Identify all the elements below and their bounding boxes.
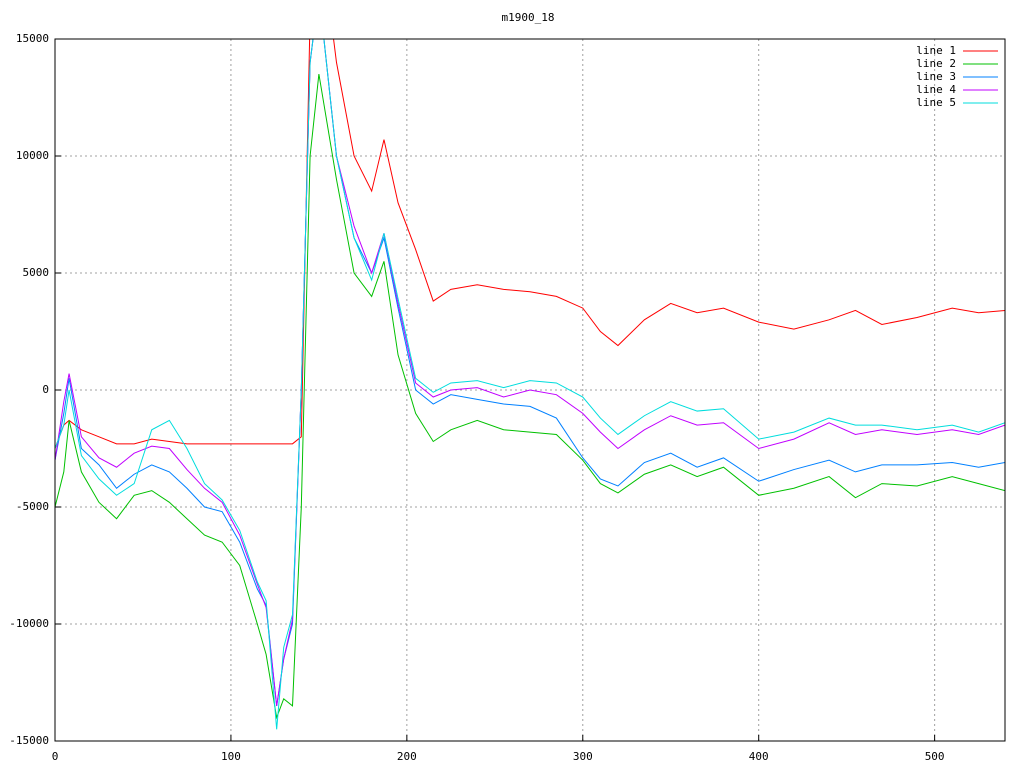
data-line: [55, 39, 1005, 449]
y-tick-label: -15000: [9, 734, 49, 747]
legend-label: line 1: [916, 44, 956, 57]
plot-lines: [55, 39, 1005, 730]
legend-label: line 2: [916, 57, 956, 70]
legend-label: line 3: [916, 70, 956, 83]
legend-label: line 5: [916, 96, 956, 109]
data-line: [55, 39, 1005, 706]
y-tick-label: -5000: [16, 500, 49, 513]
x-tick-label: 500: [925, 750, 945, 763]
y-tick-label: 5000: [23, 266, 50, 279]
y-tick-label: 15000: [16, 32, 49, 45]
data-line: [55, 39, 1005, 730]
data-line: [55, 39, 1005, 706]
chart-title: m1900_18: [502, 11, 555, 24]
y-tick-label: 0: [42, 383, 49, 396]
y-tick-label: 10000: [16, 149, 49, 162]
data-line: [55, 74, 1005, 720]
legend-label: line 4: [916, 83, 956, 96]
x-tick-label: 300: [573, 750, 593, 763]
x-tick-label: 0: [52, 750, 59, 763]
x-tick-label: 100: [221, 750, 241, 763]
y-tick-label: -10000: [9, 617, 49, 630]
x-tick-label: 200: [397, 750, 417, 763]
x-tick-label: 400: [749, 750, 769, 763]
